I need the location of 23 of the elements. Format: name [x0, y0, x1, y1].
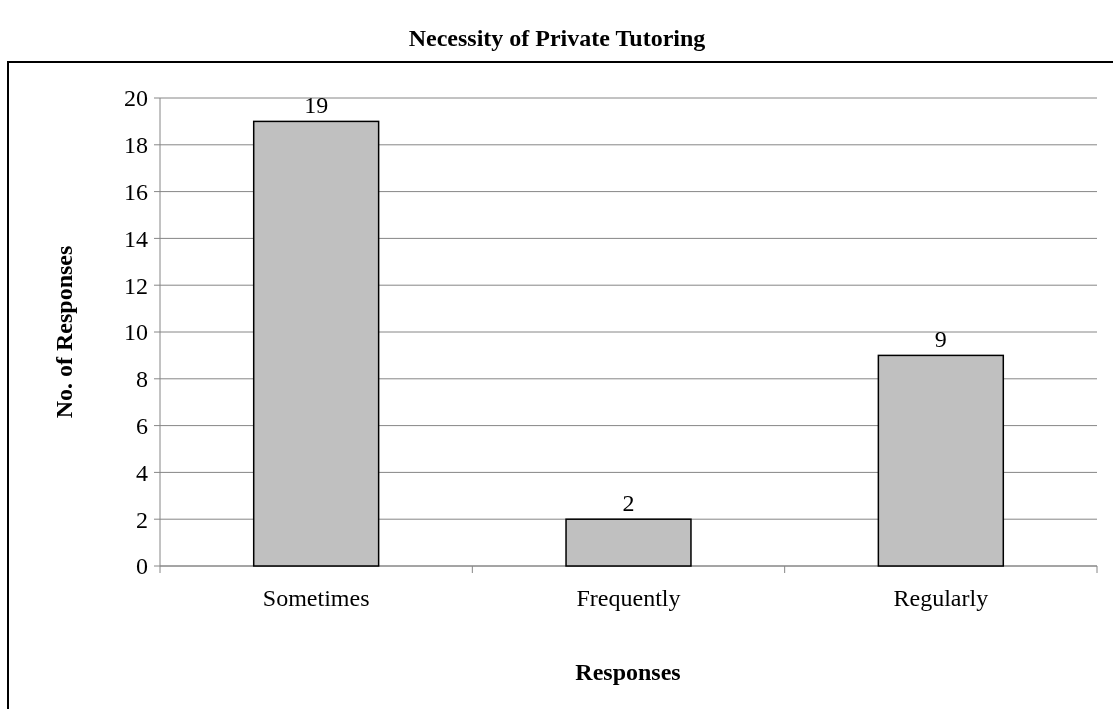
y-tick-label: 12: [124, 272, 148, 299]
x-axis-title: Responses: [575, 659, 681, 685]
bar: [565, 518, 692, 567]
y-tick-label: 16: [124, 179, 148, 205]
data-label: 2: [622, 490, 635, 517]
y-tick-label: 8: [136, 366, 148, 393]
x-tick-label: Frequently: [576, 585, 681, 611]
y-tick-label: 18: [124, 132, 148, 159]
y-tick-label: 6: [136, 413, 148, 439]
x-tick-label: Regularly: [893, 585, 989, 611]
data-label: 9: [934, 326, 947, 353]
x-tick-label: Sometimes: [262, 585, 370, 611]
bar: [877, 354, 1005, 567]
y-tick-label: 20: [124, 85, 148, 112]
y-axis-title: No. of Responses: [51, 245, 77, 419]
y-tick-label: 14: [124, 225, 148, 252]
chart-title: Necessity of Private Tutoring: [408, 25, 706, 51]
y-tick-label: 4: [136, 459, 148, 486]
y-tick-label: 2: [136, 506, 148, 533]
bar: [252, 120, 380, 567]
y-tick-label: 0: [136, 553, 148, 580]
y-tick-label: 10: [124, 319, 148, 346]
data-label: 19: [304, 92, 329, 119]
